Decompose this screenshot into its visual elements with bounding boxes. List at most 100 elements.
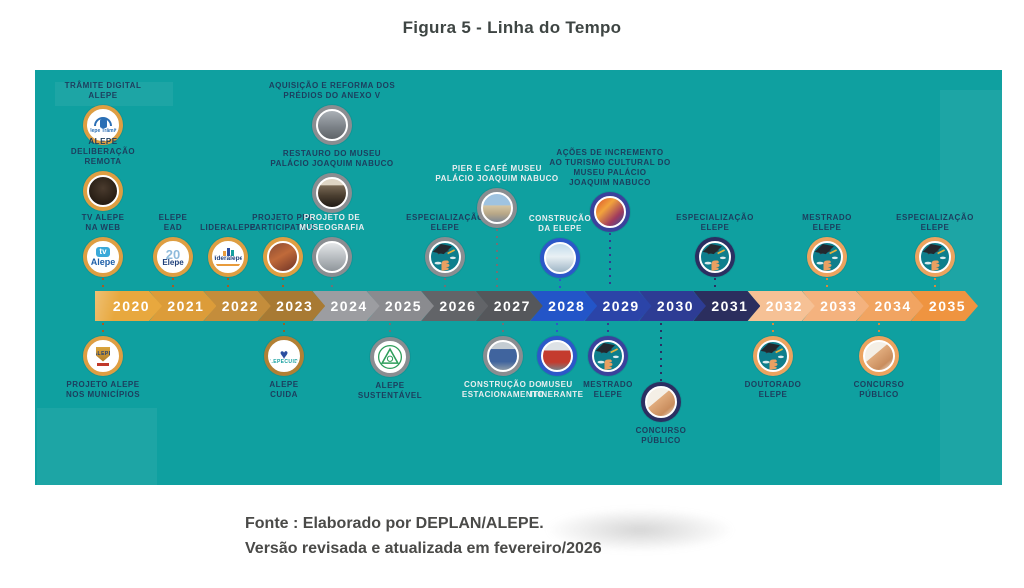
dotted-connector-mestrado-elepe-2033 bbox=[826, 278, 828, 288]
item-label-elepe-ead: ELEPE EAD bbox=[98, 213, 248, 233]
year-label: 2025 bbox=[384, 298, 423, 314]
year-label: 2033 bbox=[820, 298, 858, 314]
item-label-line: ELEPE bbox=[593, 390, 623, 399]
gradcap-icon bbox=[699, 241, 731, 273]
item-label-line: ESPECIALIZAÇÃO bbox=[896, 213, 974, 222]
item-label-doutorado-elepe-2032: DOUTORADO ELEPE bbox=[698, 380, 848, 400]
timeline-canvas: 2020 2021 2022 2023 2024 2025 2026 2027 2028 2029… bbox=[35, 70, 1002, 485]
item-label-line: ELEPE bbox=[758, 390, 788, 399]
item-label-line: LIDERALEPE bbox=[200, 223, 256, 232]
item-label-line: NOS MUNICÍPIOS bbox=[65, 390, 141, 399]
item-label-line: ESPECIALIZAÇÃO bbox=[406, 213, 484, 222]
photo-concurso-icon bbox=[645, 386, 677, 418]
museu-itinerante-circle bbox=[537, 336, 577, 376]
tv-alepe-na-web-circle: tv Alepe bbox=[83, 237, 123, 277]
item-label-line: MESTRADO bbox=[802, 213, 852, 222]
logo-crest-icon: ALEPE bbox=[87, 340, 119, 372]
item-label-line: AO TURISMO CULTURAL DO bbox=[549, 158, 671, 167]
year-label: 2027 bbox=[493, 298, 531, 314]
item-label-line: REMOTA bbox=[84, 157, 122, 166]
tramite-digital-circle: Alepe Trâmite bbox=[83, 105, 123, 145]
elepe-ead-circle: 20 Elepe bbox=[153, 237, 193, 277]
item-label-line: ITINERANTE bbox=[530, 390, 584, 399]
logo-ead-icon: 20 Elepe bbox=[157, 241, 189, 273]
item-label-line: PROJETO DE bbox=[303, 213, 361, 222]
background-patch bbox=[55, 82, 173, 106]
item-label-alepe-cuida: ALEPE CUIDA bbox=[209, 380, 359, 400]
item-label-line: ESPECIALIZAÇÃO bbox=[676, 213, 754, 222]
item-label-line: PRÉDIOS DO ANEXO V bbox=[283, 91, 381, 100]
photo-ppa-icon bbox=[267, 241, 299, 273]
year-label: 2030 bbox=[656, 298, 695, 314]
item-label-especializacao-elepe-2026: ESPECIALIZAÇÃO ELEPE bbox=[370, 213, 520, 233]
year-label: 2031 bbox=[711, 298, 749, 314]
item-label-line: ALEPE bbox=[88, 137, 118, 146]
especializacao-elepe-2035-circle bbox=[915, 237, 955, 277]
item-label-tv-alepe-na-web: TV ALEPE NA WEB bbox=[28, 213, 178, 233]
erased-smudge bbox=[545, 508, 735, 552]
figure-title: Figura 5 - Linha do Tempo bbox=[402, 18, 622, 37]
item-label-line: ELEPE bbox=[920, 223, 950, 232]
construcao-da-elepe-circle bbox=[540, 238, 580, 278]
item-label-mestrado-elepe-2033: MESTRADO ELEPE bbox=[752, 213, 902, 233]
dotted-connector-alepe-cuida bbox=[283, 323, 285, 335]
year-label: 2029 bbox=[602, 298, 640, 314]
year-segment-2025: 2025 bbox=[367, 291, 434, 321]
item-label-projeto-ppa-participativo: PROJETO PPA PARTICIPATIVO bbox=[208, 213, 358, 233]
year-label: 2028 bbox=[548, 298, 586, 314]
item-label-line: PALÁCIO JOAQUIM NABUCO bbox=[435, 174, 559, 183]
item-label-line: MUSEU PALÁCIO bbox=[573, 168, 647, 177]
item-label-line: PROJETO ALEPE bbox=[66, 380, 140, 389]
item-label-line: PROJETO PPA bbox=[252, 213, 314, 222]
source-note: Fonte : Elaborado por DEPLAN/ALEPE. bbox=[245, 515, 544, 532]
item-label-concurso-publico-2030: CONCURSO PÚBLICO bbox=[586, 426, 736, 446]
aquisicao-anexo-v-circle bbox=[312, 105, 352, 145]
item-label-line: DELIBERAÇÃO bbox=[70, 147, 136, 156]
dotted-connector-concurso-publico-2034 bbox=[878, 323, 880, 335]
mestrado-elepe-2029-circle bbox=[588, 336, 628, 376]
item-label-line: PÚBLICO bbox=[859, 390, 899, 399]
year-label: 2024 bbox=[330, 298, 368, 314]
logo-tramite-icon: Alepe Trâmite bbox=[87, 109, 119, 141]
gradcap-icon bbox=[592, 340, 624, 372]
gradcap-icon bbox=[429, 241, 461, 273]
dotted-connector-museu-itinerante bbox=[556, 323, 558, 335]
dotted-connector-especializacao-elepe-2031 bbox=[714, 278, 716, 288]
projeto-ppa-participativo-circle bbox=[263, 237, 303, 277]
photo-museu-itinerante-icon bbox=[541, 340, 573, 372]
item-label-line: ELEPE bbox=[812, 223, 842, 232]
photo-pier-icon bbox=[481, 192, 513, 224]
dotted-connector-construcao-estacionamento bbox=[502, 323, 504, 335]
dotted-connector-acoes-turismo-cultural bbox=[609, 233, 611, 288]
item-label-line: ALEPE bbox=[88, 91, 118, 100]
year-label: 2022 bbox=[221, 298, 259, 314]
photo-construcao-elepe-icon bbox=[544, 242, 576, 274]
photo-estacionamento-icon bbox=[487, 340, 519, 372]
item-label-line: PARTICIPATIVO bbox=[249, 223, 317, 232]
year-segment-2031: 2031 bbox=[693, 291, 760, 321]
item-label-projeto-museografia: PROJETO DE MUSEOGRAFIA bbox=[257, 213, 407, 233]
logo-sustentavel-icon bbox=[374, 341, 406, 373]
item-label-line: DOUTORADO bbox=[744, 380, 802, 389]
acoes-turismo-cultural-circle bbox=[590, 192, 630, 232]
dotted-connector-especializacao-elepe-2035 bbox=[934, 278, 936, 288]
item-label-line: PALÁCIO JOAQUIM NABUCO bbox=[270, 159, 394, 168]
year-segment-2022: 2022 bbox=[204, 291, 271, 321]
gradcap-icon bbox=[811, 241, 843, 273]
projeto-museografia-circle bbox=[312, 237, 352, 277]
item-label-line: NA WEB bbox=[85, 223, 121, 232]
item-label-concurso-publico-2034: CONCURSO PÚBLICO bbox=[804, 380, 954, 400]
item-label-line: ELEPE bbox=[700, 223, 730, 232]
background-patch bbox=[940, 90, 1002, 485]
item-label-construcao-estacionamento: CONSTRUÇÃO DO ESTACIONAMENTO bbox=[428, 380, 578, 400]
item-label-line: AÇÕES DE INCREMENTO bbox=[556, 148, 664, 157]
item-label-line: RESTAURO DO MUSEU bbox=[282, 149, 382, 158]
year-label: 2032 bbox=[765, 298, 803, 314]
item-label-alepe-sustentavel: ALEPE SUSTENTÁVEL bbox=[315, 381, 465, 401]
year-segment-2028: 2028 bbox=[530, 291, 597, 321]
especializacao-elepe-2031-circle bbox=[695, 237, 735, 277]
photo-museografia-icon bbox=[316, 241, 348, 273]
year-label: 2021 bbox=[167, 298, 205, 314]
item-label-acoes-turismo-cultural: AÇÕES DE INCREMENTO AO TURISMO CULTURAL D… bbox=[535, 148, 685, 188]
